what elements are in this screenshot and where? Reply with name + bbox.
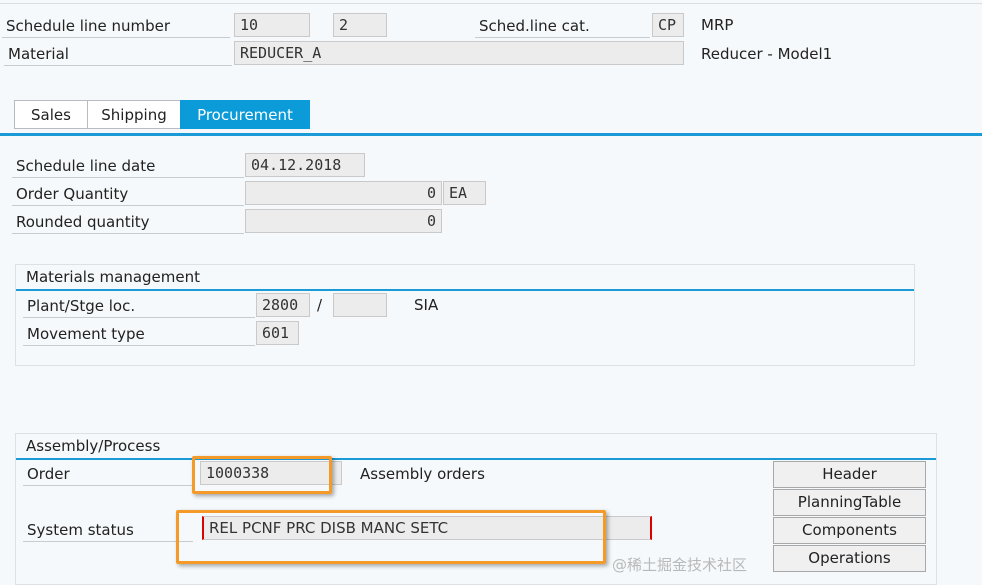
planning-table-button[interactable]: PlanningTable — [773, 489, 926, 516]
plant-name: SIA — [414, 296, 439, 314]
storage-location-field[interactable] — [333, 293, 387, 317]
unit-field[interactable]: EA — [443, 181, 486, 205]
system-status-label: System status — [23, 518, 193, 542]
order-label: Order — [23, 462, 193, 486]
sched-cat-label: Sched.line cat. — [475, 14, 650, 38]
tab-strip-line — [0, 133, 982, 136]
plant-field[interactable]: 2800 — [256, 293, 310, 317]
top-border — [0, 0, 982, 4]
schedule-line-label: Schedule line number — [2, 14, 230, 38]
materials-management-group: Materials management — [15, 264, 915, 366]
plant-separator: / — [317, 296, 323, 314]
tab-shipping[interactable]: Shipping — [87, 100, 181, 129]
group-title: Materials management — [16, 265, 914, 291]
components-button[interactable]: Components — [773, 517, 926, 544]
rounded-qty-field[interactable]: 0 — [245, 209, 442, 233]
watermark: @稀土掘金技术社区 — [612, 556, 748, 574]
order-type-text: Assembly orders — [360, 465, 485, 483]
movement-type-label: Movement type — [23, 322, 255, 346]
material-description: Reducer - Model1 — [701, 45, 833, 63]
material-label: Material — [4, 42, 232, 66]
material-field[interactable]: REDUCER_A — [234, 41, 684, 65]
operations-button[interactable]: Operations — [773, 545, 926, 572]
rounded-qty-label: Rounded quantity — [12, 210, 244, 234]
order-qty-label: Order Quantity — [12, 182, 244, 206]
tab-procurement[interactable]: Procurement — [180, 100, 310, 129]
order-field[interactable]: 1000338 — [200, 461, 342, 485]
plant-label: Plant/Stge loc. — [23, 294, 255, 318]
item-field[interactable]: 10 — [234, 13, 310, 37]
movement-type-field[interactable]: 601 — [256, 321, 299, 345]
sched-cat-field[interactable]: CP — [652, 13, 684, 37]
sched-cat-text: MRP — [701, 16, 734, 34]
tab-sales[interactable]: Sales — [14, 100, 88, 129]
status-highlight — [176, 510, 606, 564]
order-highlight — [192, 456, 332, 494]
group-title: Assembly/Process — [16, 434, 936, 460]
schedule-date-field[interactable]: 04.12.2018 — [245, 153, 365, 177]
order-qty-field[interactable]: 0 — [245, 181, 442, 205]
schedule-line-field[interactable]: 2 — [333, 13, 387, 37]
header-button[interactable]: Header — [773, 461, 926, 488]
schedule-date-label: Schedule line date — [12, 154, 244, 178]
system-status-field[interactable]: REL PCNF PRC DISB MANC SETC — [202, 516, 652, 540]
